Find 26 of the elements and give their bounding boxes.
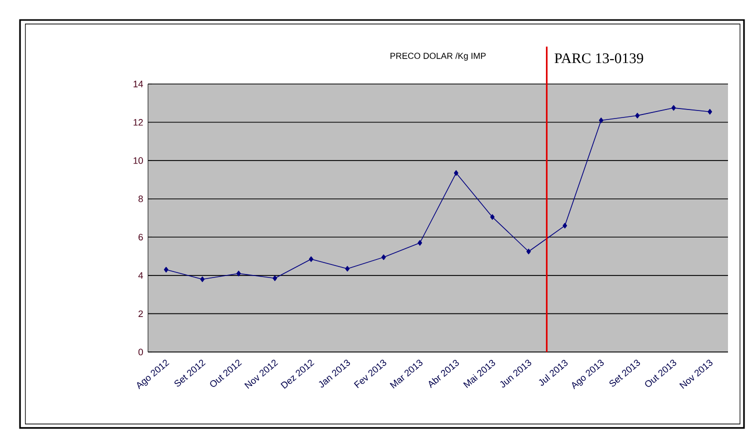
- y-tick-label: 2: [138, 310, 143, 317]
- point: [526, 248, 531, 254]
- point: [708, 108, 712, 115]
- point: [164, 266, 168, 272]
- point: [671, 105, 676, 111]
- point: [345, 266, 350, 272]
- point: [562, 222, 568, 228]
- point: [200, 276, 205, 282]
- y-tick-label: 4: [138, 272, 144, 279]
- point: [490, 214, 495, 220]
- y-tick-label: 14: [134, 80, 144, 88]
- chart-title: PRECO DOLAR /Kg IMP: [390, 52, 486, 61]
- point: [236, 270, 241, 276]
- y-tick-label: 8: [138, 196, 143, 202]
- point: [308, 256, 314, 262]
- point: [635, 112, 640, 118]
- y-tick-label: 6: [138, 234, 143, 240]
- point: [454, 170, 458, 176]
- y-tick-label: 12: [134, 119, 143, 126]
- point: [598, 118, 604, 124]
- point: [381, 254, 386, 260]
- point: [418, 240, 422, 246]
- y-tick-label: 0: [138, 348, 143, 356]
- y-tick-label: 10: [134, 157, 143, 164]
- point: [272, 275, 278, 282]
- ref-line-label: PARC 13-0139: [554, 53, 644, 64]
